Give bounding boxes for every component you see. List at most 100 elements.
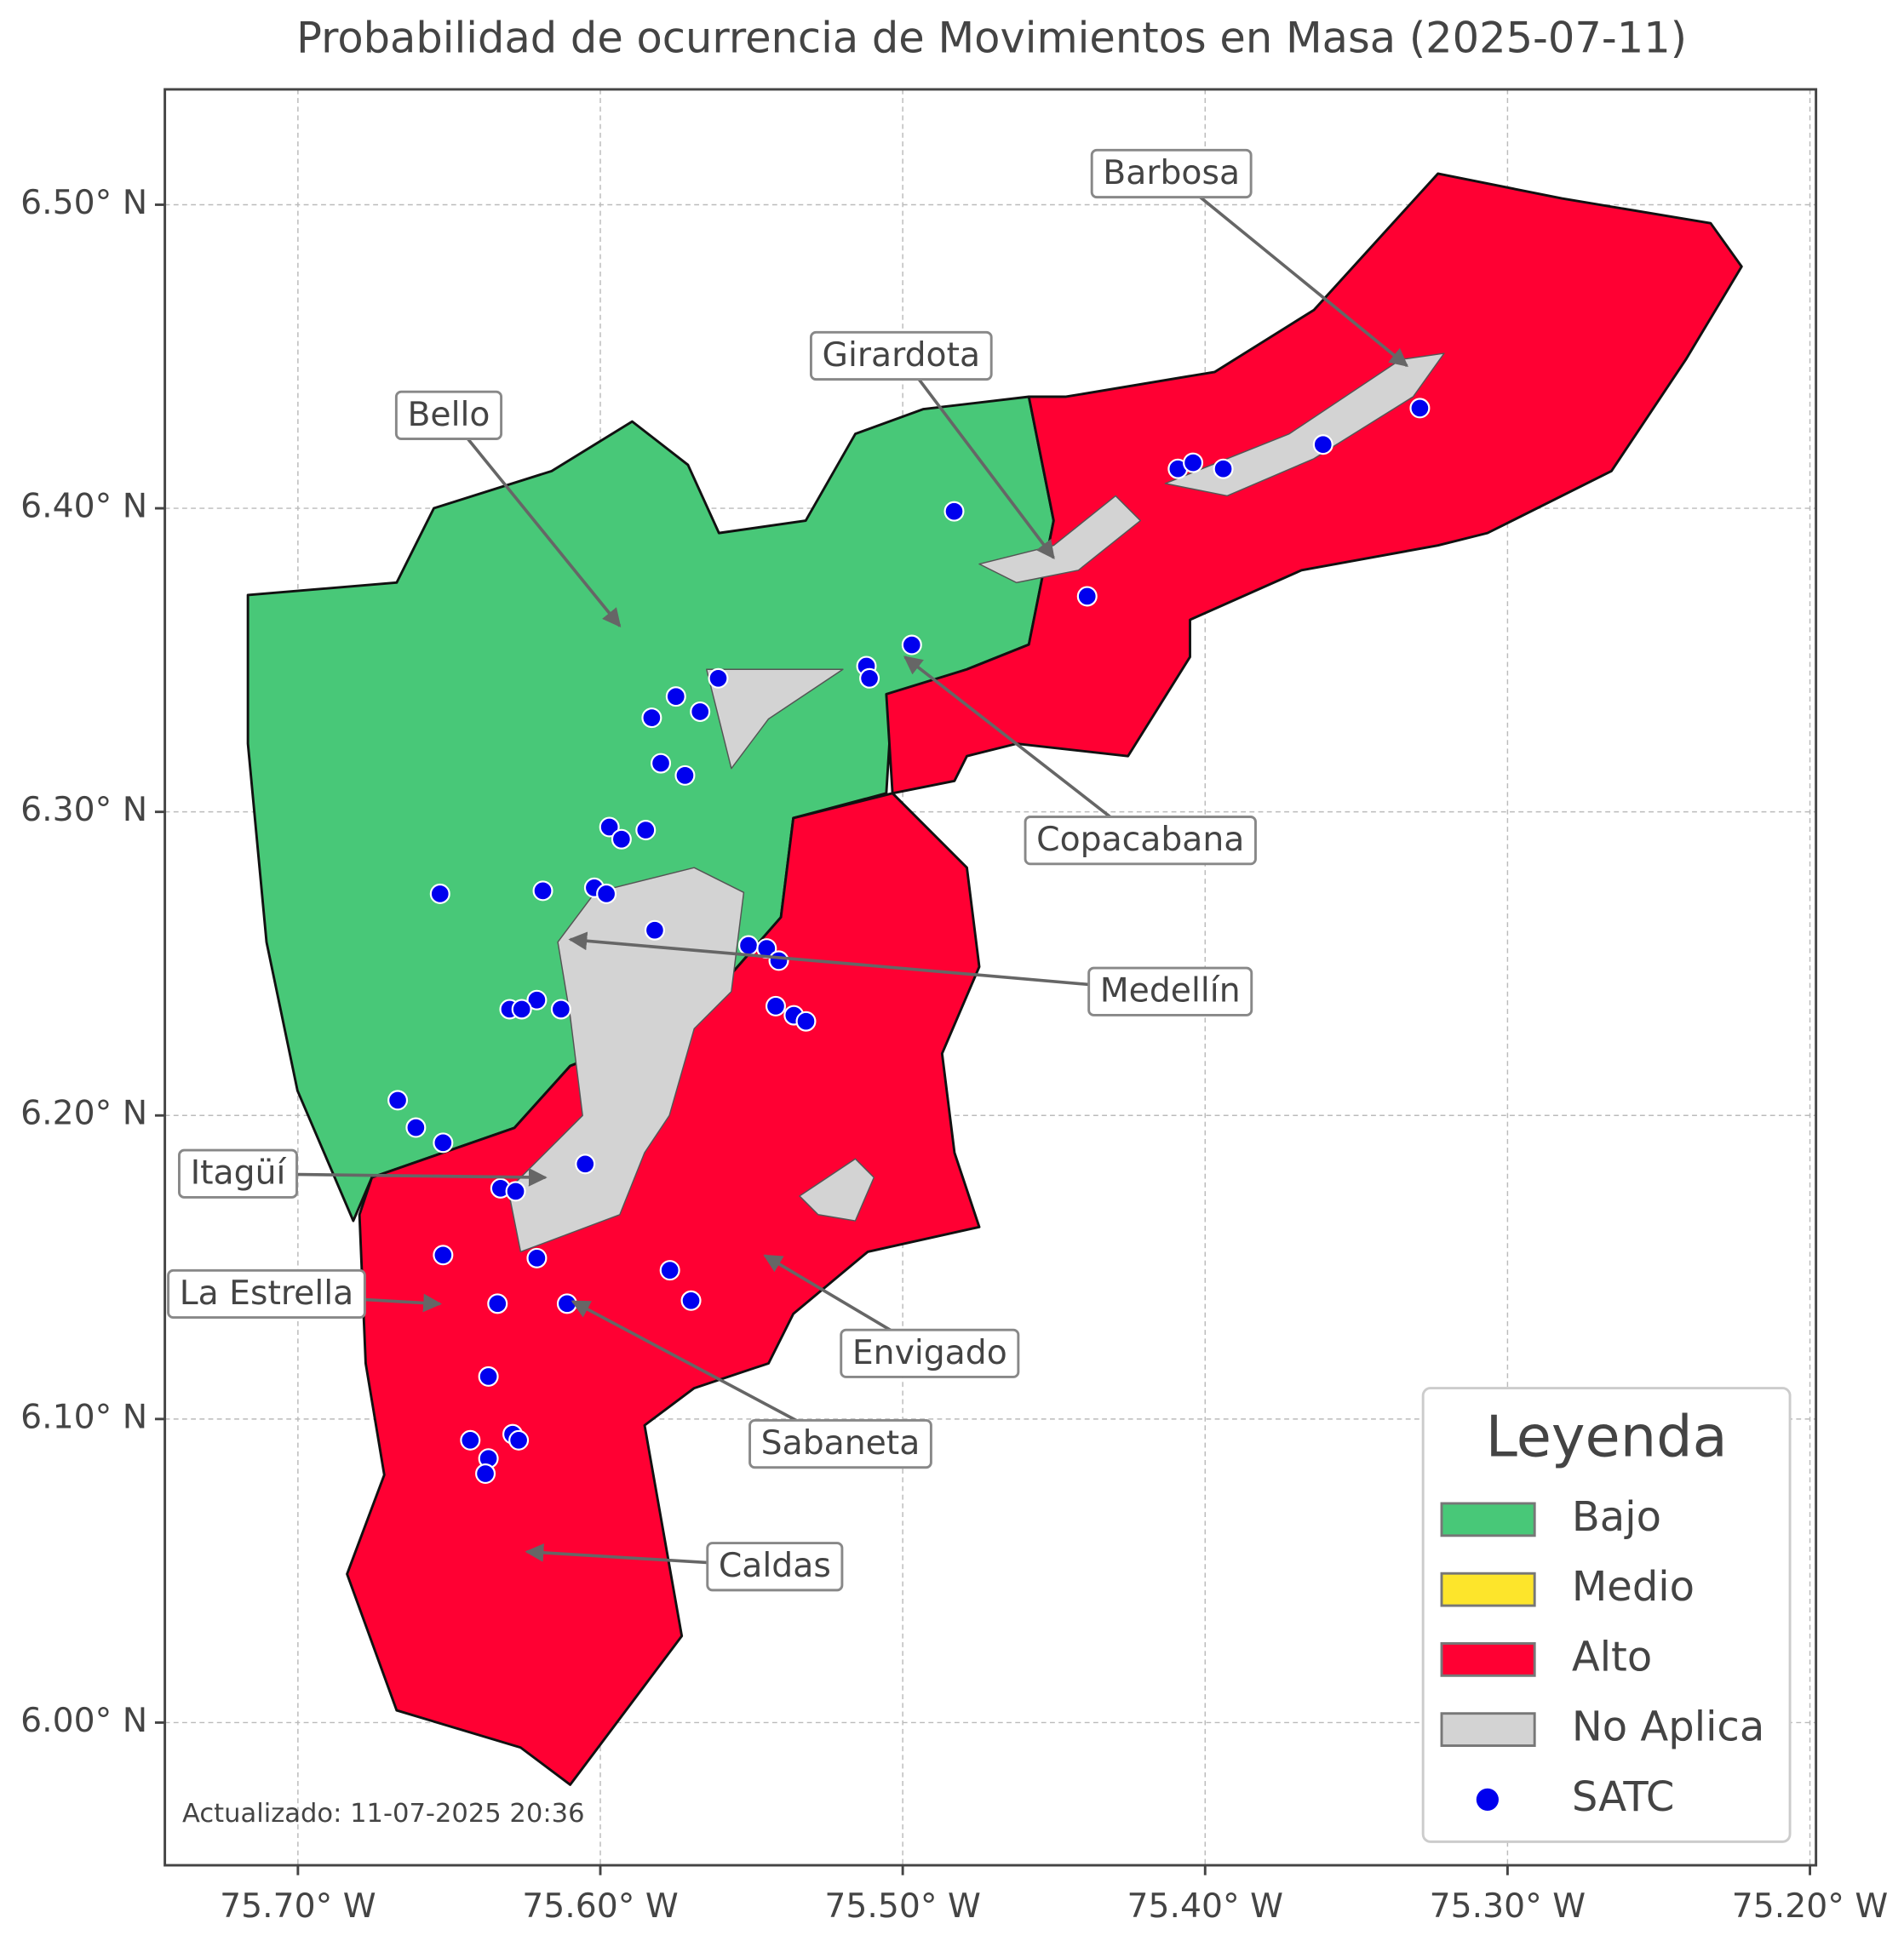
satc-point <box>690 701 711 722</box>
satc-point <box>526 989 548 1011</box>
legend-label: SATC <box>1572 1773 1675 1821</box>
annotation-label: Caldas <box>719 1547 831 1585</box>
annotation-label: La Estrella <box>180 1274 354 1313</box>
satc-point <box>901 634 922 656</box>
satc-point <box>550 999 571 1020</box>
satc-point <box>768 950 789 971</box>
annotation-arrow <box>1170 172 1408 368</box>
annotation: Barbosa <box>1090 148 1253 199</box>
y-tick-label: 6.50° N <box>20 184 147 222</box>
satc-point <box>511 999 532 1020</box>
region-alto <box>346 792 981 1786</box>
annotation-box <box>1090 148 1253 199</box>
satc-point <box>599 816 620 838</box>
annotation: Medellín <box>1087 966 1253 1016</box>
annotation-label: Sabaneta <box>761 1424 920 1463</box>
annotation-label: Girardota <box>823 336 981 375</box>
legend-swatch <box>1440 1502 1536 1537</box>
annotation: Girardota <box>809 330 993 381</box>
x-tick-label: 75.40° W <box>1127 1887 1284 1926</box>
annotations: Barbosa Girardota Bello Copacabana Medellín I… <box>167 148 1408 1592</box>
legend: Leyenda Bajo Medio Alto No Aplica SATC <box>1421 1387 1792 1843</box>
annotation-label: Copacabana <box>1036 821 1244 859</box>
satc-point <box>738 935 760 956</box>
y-tick-label: 6.00° N <box>20 1702 147 1740</box>
satc-point <box>765 995 786 1016</box>
satc-point <box>651 753 672 774</box>
legend-label: No Aplica <box>1572 1703 1764 1751</box>
region-no-aplica <box>508 867 745 1253</box>
legend-title: Leyenda <box>1486 1403 1728 1469</box>
satc-point <box>508 1429 530 1451</box>
satc-point <box>1076 586 1098 607</box>
annotation-box <box>1087 966 1253 1016</box>
annotation-box <box>809 330 993 381</box>
satc-point <box>641 707 662 729</box>
satc-point <box>433 1132 454 1154</box>
axes-frame <box>163 88 1818 1867</box>
region-no-aplica <box>706 668 844 770</box>
annotation-box <box>178 1148 298 1199</box>
legend-label: Alto <box>1572 1633 1652 1680</box>
annotation: Caldas <box>706 1542 844 1592</box>
y-tick-label: 6.20° N <box>20 1095 147 1133</box>
satc-point <box>429 883 450 904</box>
satc-point <box>575 1154 596 1175</box>
annotation-arrow <box>899 354 1055 559</box>
annotation-box <box>840 1328 1020 1378</box>
legend-swatch <box>1440 1642 1536 1677</box>
satc-point <box>505 1181 526 1202</box>
annotation-label: Bello <box>407 396 490 434</box>
annotation-box <box>748 1418 932 1469</box>
satc-point <box>387 1090 409 1111</box>
region-no-aplica <box>1164 352 1445 497</box>
x-tick-label: 75.20° W <box>1732 1887 1889 1926</box>
annotation-arrow <box>568 931 1171 993</box>
satc-point <box>635 820 657 841</box>
satc-point <box>433 1245 454 1266</box>
legend-label: Medio <box>1572 1563 1695 1611</box>
x-tick-label: 75.60° W <box>522 1887 679 1926</box>
satc-point <box>1213 458 1234 479</box>
annotation-box <box>1024 816 1257 866</box>
satc-point <box>708 667 729 689</box>
annotation-label: Itagüí <box>191 1154 287 1193</box>
annotation: Envigado <box>840 1328 1020 1378</box>
annotation: Bello <box>394 390 503 440</box>
satc-point <box>943 501 965 522</box>
satc-point <box>532 880 553 902</box>
satc-point <box>665 686 686 707</box>
x-tick-label: 75.70° W <box>220 1887 376 1926</box>
annotation-label: Medellín <box>1100 972 1241 1011</box>
annotation-box <box>394 390 503 440</box>
satc-point <box>1312 434 1333 455</box>
x-tick-label: 75.50° W <box>824 1887 981 1926</box>
satc-point <box>460 1429 481 1451</box>
satc-point <box>674 764 696 786</box>
satc-point <box>1409 398 1431 419</box>
satc-point <box>487 1293 508 1314</box>
satc-point <box>475 1463 496 1485</box>
satc-point <box>526 1247 548 1268</box>
annotation: La Estrella <box>167 1268 366 1320</box>
annotation: Sabaneta <box>748 1418 932 1469</box>
satc-point <box>556 1293 577 1314</box>
annotation: Itagüí <box>178 1148 298 1199</box>
satc-point <box>405 1117 427 1138</box>
region-no-aplica <box>799 1158 875 1222</box>
annotation-box <box>706 1542 844 1592</box>
annotation-arrow <box>903 656 1142 842</box>
satc-point <box>644 919 665 941</box>
satc-point <box>611 828 632 850</box>
annotation-label: Barbosa <box>1103 154 1240 192</box>
annotation-box <box>167 1268 366 1320</box>
satc-point <box>680 1290 702 1311</box>
satc-point <box>859 667 880 689</box>
satc-point <box>795 1011 817 1032</box>
legend-marker <box>1476 1788 1499 1811</box>
footnote: Actualizado: 11-07-2025 20:36 <box>182 1799 585 1829</box>
y-tick-label: 6.10° N <box>20 1398 147 1436</box>
annotation: Copacabana <box>1024 816 1257 866</box>
regions <box>246 172 1743 1786</box>
